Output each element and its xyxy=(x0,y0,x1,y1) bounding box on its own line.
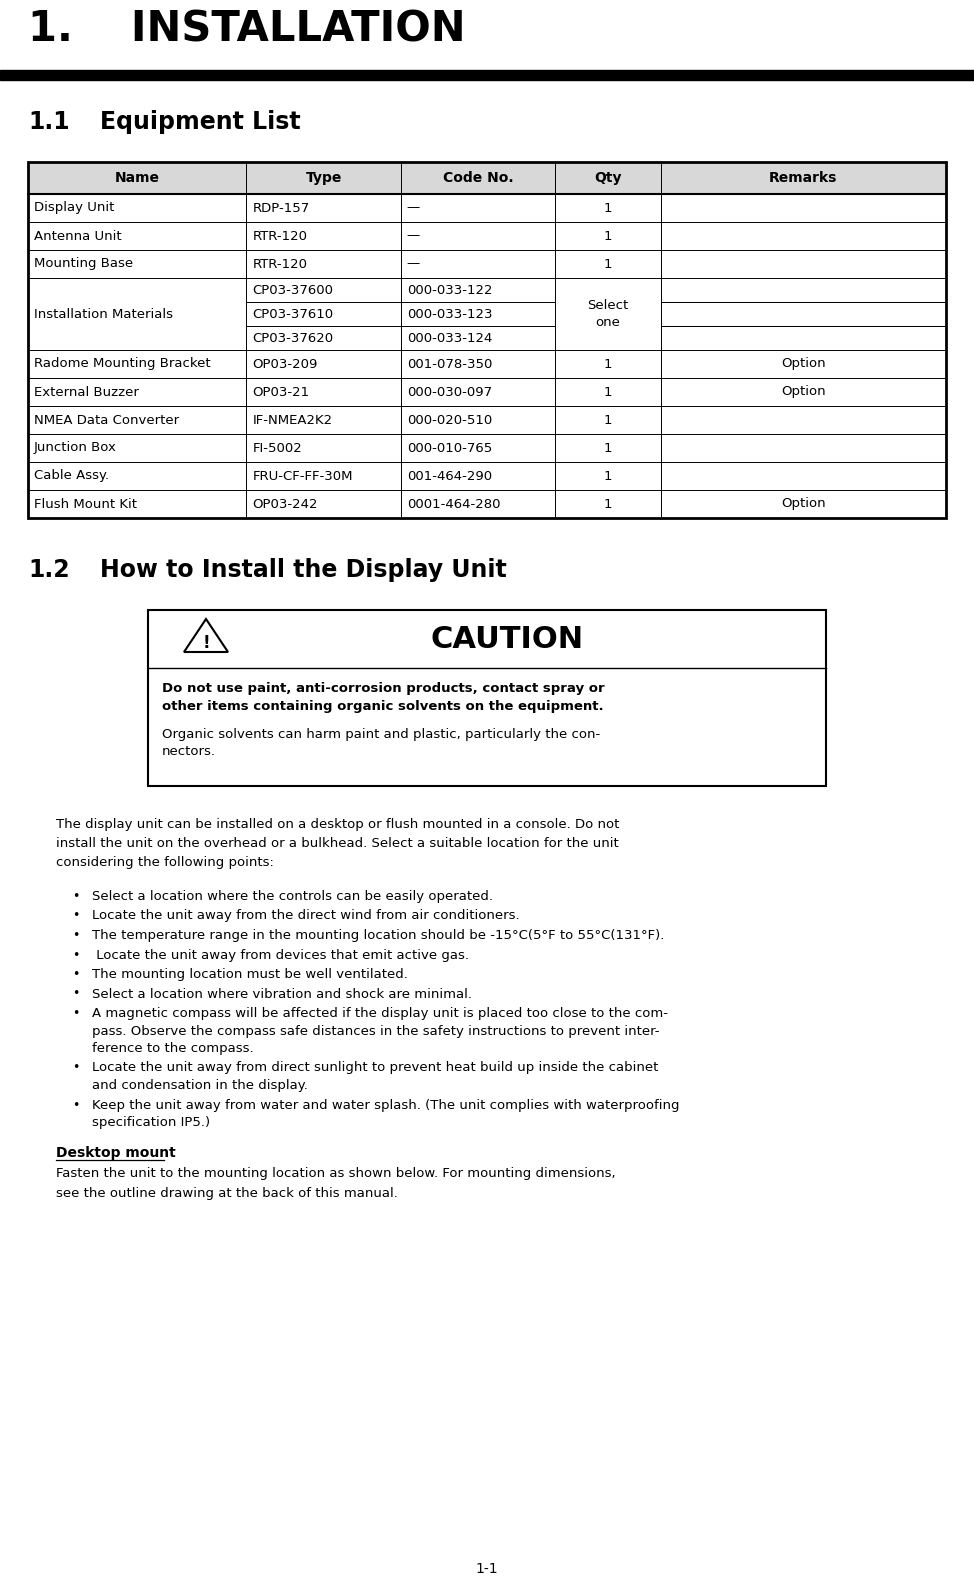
Text: FI-5002: FI-5002 xyxy=(252,441,302,454)
Text: Qty: Qty xyxy=(594,171,621,185)
Text: pass. Observe the compass safe distances in the safety instructions to prevent i: pass. Observe the compass safe distances… xyxy=(92,1025,659,1038)
Text: CP03-37600: CP03-37600 xyxy=(252,283,333,296)
Text: 000-030-097: 000-030-097 xyxy=(407,386,492,399)
Text: FRU-CF-FF-30M: FRU-CF-FF-30M xyxy=(252,470,353,483)
Text: 1-1: 1-1 xyxy=(475,1561,499,1576)
Text: CP03-37620: CP03-37620 xyxy=(252,332,334,345)
Text: How to Install the Display Unit: How to Install the Display Unit xyxy=(100,558,506,582)
Text: 000-020-510: 000-020-510 xyxy=(407,413,492,427)
Text: Junction Box: Junction Box xyxy=(34,441,117,454)
Text: RTR-120: RTR-120 xyxy=(252,258,308,271)
Text: •: • xyxy=(72,1008,79,1020)
Text: Option: Option xyxy=(781,497,826,511)
Text: Type: Type xyxy=(306,171,342,185)
Text: The mounting location must be well ventilated.: The mounting location must be well venti… xyxy=(92,968,408,981)
Text: •: • xyxy=(72,910,79,922)
Text: Remarks: Remarks xyxy=(769,171,838,185)
Text: 1: 1 xyxy=(604,258,612,271)
Text: Display Unit: Display Unit xyxy=(34,201,114,215)
Text: OP03-242: OP03-242 xyxy=(252,497,318,511)
Text: Locate the unit away from the direct wind from air conditioners.: Locate the unit away from the direct win… xyxy=(92,910,519,922)
Text: considering the following points:: considering the following points: xyxy=(56,856,274,869)
Bar xyxy=(28,161,946,195)
Text: The display unit can be installed on a desktop or flush mounted in a console. Do: The display unit can be installed on a d… xyxy=(56,818,619,831)
Text: A magnetic compass will be affected if the display unit is placed too close to t: A magnetic compass will be affected if t… xyxy=(92,1008,668,1020)
Text: 001-078-350: 001-078-350 xyxy=(407,358,492,370)
Text: —: — xyxy=(407,229,420,242)
Text: Select: Select xyxy=(587,299,628,312)
Text: CAUTION: CAUTION xyxy=(431,625,583,653)
Text: •: • xyxy=(72,987,79,1000)
Text: Radome Mounting Bracket: Radome Mounting Bracket xyxy=(34,358,210,370)
Text: Do not use paint, anti-corrosion products, contact spray or: Do not use paint, anti-corrosion product… xyxy=(162,682,605,694)
Text: OP03-21: OP03-21 xyxy=(252,386,310,399)
Text: 0001-464-280: 0001-464-280 xyxy=(407,497,501,511)
Text: —: — xyxy=(407,201,420,215)
Text: 1: 1 xyxy=(604,497,612,511)
Text: IF-NMEA2K2: IF-NMEA2K2 xyxy=(252,413,332,427)
Text: install the unit on the overhead or a bulkhead. Select a suitable location for t: install the unit on the overhead or a bu… xyxy=(56,837,618,850)
Text: Flush Mount Kit: Flush Mount Kit xyxy=(34,497,137,511)
Text: 1: 1 xyxy=(604,201,612,215)
Text: specification IP5.): specification IP5.) xyxy=(92,1115,210,1130)
Text: Select a location where vibration and shock are minimal.: Select a location where vibration and sh… xyxy=(92,987,472,1000)
Text: 1.2: 1.2 xyxy=(28,558,69,582)
Text: Locate the unit away from devices that emit active gas.: Locate the unit away from devices that e… xyxy=(92,949,469,962)
Text: •: • xyxy=(72,1062,79,1074)
Text: CP03-37610: CP03-37610 xyxy=(252,307,334,321)
Text: 1.1: 1.1 xyxy=(28,111,69,134)
Text: 000-033-124: 000-033-124 xyxy=(407,332,492,345)
Text: ference to the compass.: ference to the compass. xyxy=(92,1043,253,1055)
Text: RTR-120: RTR-120 xyxy=(252,229,308,242)
Text: •: • xyxy=(72,949,79,962)
Text: •: • xyxy=(72,1098,79,1112)
Text: 1: 1 xyxy=(604,386,612,399)
Text: one: one xyxy=(595,316,620,329)
Text: 1.    INSTALLATION: 1. INSTALLATION xyxy=(28,8,466,51)
Text: 1: 1 xyxy=(604,358,612,370)
Text: •: • xyxy=(72,929,79,941)
Text: —: — xyxy=(407,258,420,271)
Text: Cable Assy.: Cable Assy. xyxy=(34,470,109,483)
Polygon shape xyxy=(184,619,228,652)
Text: other items containing organic solvents on the equipment.: other items containing organic solvents … xyxy=(162,699,604,713)
Text: !: ! xyxy=(203,634,209,652)
Bar xyxy=(0,70,974,81)
Text: Option: Option xyxy=(781,358,826,370)
Text: 1: 1 xyxy=(604,229,612,242)
Text: 000-010-765: 000-010-765 xyxy=(407,441,492,454)
Text: RDP-157: RDP-157 xyxy=(252,201,310,215)
Text: The temperature range in the mounting location should be -15°C(5°F to 55°C(131°F: The temperature range in the mounting lo… xyxy=(92,929,664,941)
Text: Installation Materials: Installation Materials xyxy=(34,307,173,321)
Text: Select a location where the controls can be easily operated.: Select a location where the controls can… xyxy=(92,891,493,903)
Text: Mounting Base: Mounting Base xyxy=(34,258,133,271)
Text: Option: Option xyxy=(781,386,826,399)
Text: Equipment List: Equipment List xyxy=(100,111,301,134)
Text: Antenna Unit: Antenna Unit xyxy=(34,229,122,242)
Text: see the outline drawing at the back of this manual.: see the outline drawing at the back of t… xyxy=(56,1186,397,1199)
Text: nectors.: nectors. xyxy=(162,745,216,758)
Text: 1: 1 xyxy=(604,413,612,427)
Text: and condensation in the display.: and condensation in the display. xyxy=(92,1079,308,1092)
Text: 1: 1 xyxy=(604,470,612,483)
Text: Keep the unit away from water and water splash. (The unit complies with waterpro: Keep the unit away from water and water … xyxy=(92,1098,680,1112)
Text: •: • xyxy=(72,891,79,903)
Text: Fasten the unit to the mounting location as shown below. For mounting dimensions: Fasten the unit to the mounting location… xyxy=(56,1168,616,1180)
Text: 000-033-123: 000-033-123 xyxy=(407,307,492,321)
Text: NMEA Data Converter: NMEA Data Converter xyxy=(34,413,179,427)
Text: 001-464-290: 001-464-290 xyxy=(407,470,492,483)
Text: Locate the unit away from direct sunlight to prevent heat build up inside the ca: Locate the unit away from direct sunligh… xyxy=(92,1062,658,1074)
Text: Name: Name xyxy=(115,171,160,185)
Text: Organic solvents can harm paint and plastic, particularly the con-: Organic solvents can harm paint and plas… xyxy=(162,728,600,740)
Text: OP03-209: OP03-209 xyxy=(252,358,318,370)
Text: Desktop mount: Desktop mount xyxy=(56,1145,175,1160)
Bar xyxy=(28,161,946,517)
Text: 000-033-122: 000-033-122 xyxy=(407,283,492,296)
Bar xyxy=(148,611,826,786)
Text: •: • xyxy=(72,968,79,981)
Text: External Buzzer: External Buzzer xyxy=(34,386,139,399)
Text: 1: 1 xyxy=(604,441,612,454)
Text: Code No.: Code No. xyxy=(442,171,513,185)
